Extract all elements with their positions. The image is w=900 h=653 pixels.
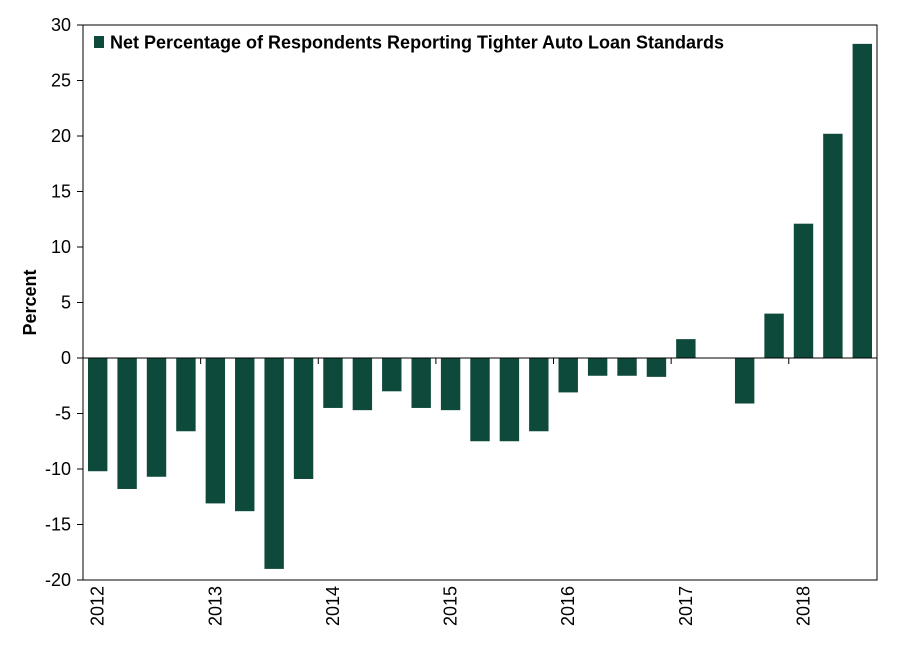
x-tick-label: 2016 <box>558 586 578 626</box>
bar <box>823 133 843 358</box>
bar <box>382 358 402 392</box>
y-tick-label: 5 <box>61 293 71 313</box>
bar <box>617 358 637 376</box>
bar <box>852 43 872 359</box>
legend-label: Net Percentage of Respondents Reporting … <box>110 33 724 53</box>
bar <box>558 358 578 393</box>
plot-frame <box>82 24 878 581</box>
y-tick-label: 30 <box>51 15 71 35</box>
x-tick-label: 2018 <box>793 586 813 626</box>
y-tick-label: 10 <box>51 237 71 257</box>
y-tick-label: 0 <box>61 348 71 368</box>
bar <box>264 358 284 569</box>
x-tick-label: 2014 <box>323 586 343 626</box>
bar <box>352 358 373 411</box>
y-tick-label: -5 <box>55 404 71 424</box>
y-tick-label: -10 <box>45 459 71 479</box>
bar <box>470 358 490 442</box>
bar <box>88 358 108 472</box>
bar <box>676 339 696 358</box>
x-tick-label: 2015 <box>441 586 461 626</box>
bar <box>793 223 814 358</box>
bar <box>734 358 755 404</box>
bar <box>587 358 608 376</box>
bar <box>235 358 255 512</box>
bar <box>440 358 461 411</box>
y-tick-label: 20 <box>51 126 71 146</box>
bar <box>764 313 784 358</box>
y-tick-label: 25 <box>51 71 71 91</box>
x-tick-label: 2013 <box>205 586 225 626</box>
legend-swatch <box>94 36 104 48</box>
bar <box>176 358 196 432</box>
bar <box>499 358 520 442</box>
y-tick-label: 15 <box>51 182 71 202</box>
y-tick-label: -15 <box>45 515 71 535</box>
x-tick-label: 2012 <box>88 586 108 626</box>
bar <box>529 358 549 432</box>
x-tick-label: 2017 <box>676 586 696 626</box>
y-tick-label: -20 <box>45 570 71 590</box>
bar <box>146 358 167 477</box>
bar <box>117 358 137 489</box>
bar <box>323 358 343 408</box>
bar <box>646 358 667 377</box>
y-axis-title: Percent <box>20 269 40 335</box>
bar <box>411 358 431 408</box>
bar <box>205 358 226 504</box>
bar <box>293 358 314 479</box>
